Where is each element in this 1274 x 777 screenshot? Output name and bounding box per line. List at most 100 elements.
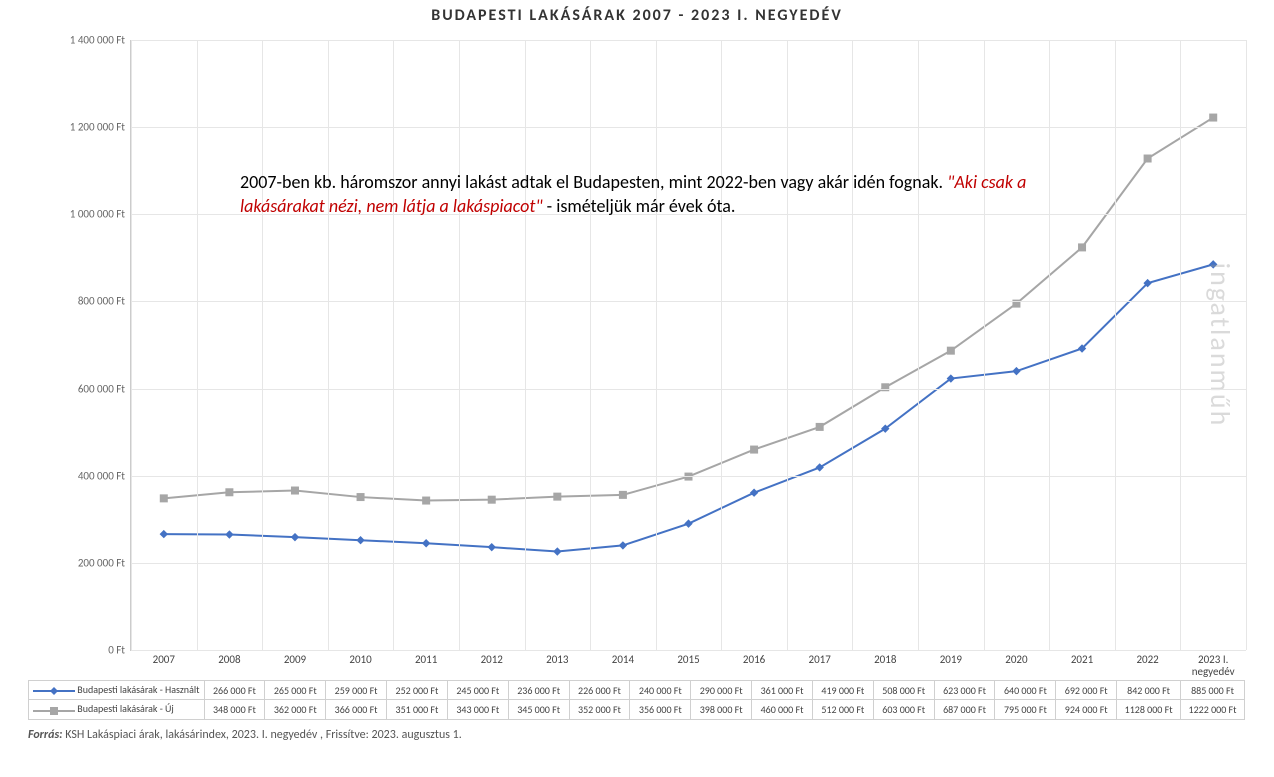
- chart-lines: [131, 40, 1246, 650]
- y-tick-label: 1 000 000 Ft: [70, 208, 131, 221]
- series-marker: [291, 534, 298, 541]
- table-cell: 623 000 Ft: [934, 681, 995, 700]
- table-cell: 842 000 Ft: [1117, 681, 1181, 700]
- series-marker: [554, 493, 561, 500]
- x-tick-label: 2020: [986, 650, 1046, 666]
- y-tick-label: 1 400 000 Ft: [70, 34, 131, 47]
- table-cell: 692 000 Ft: [1056, 681, 1117, 700]
- series-marker: [1210, 114, 1217, 121]
- y-tick-label: 600 000 Ft: [78, 382, 131, 395]
- table-cell: 795 000 Ft: [995, 700, 1056, 719]
- annotation-before: 2007-ben kb. háromszor annyi lakást adta…: [240, 171, 947, 193]
- gridline-horizontal: [131, 127, 1246, 128]
- series-marker: [751, 446, 758, 453]
- x-tick-label: 2009: [265, 650, 325, 666]
- series-marker: [357, 537, 364, 544]
- table-cell: 226 000 Ft: [569, 681, 630, 700]
- x-tick-label: 2023 I. negyedév: [1183, 650, 1243, 678]
- gridline-vertical: [131, 40, 132, 650]
- x-tick-label: 2011: [396, 650, 456, 666]
- x-tick-label: 2007: [134, 650, 194, 666]
- table-cell: 640 000 Ft: [995, 681, 1056, 700]
- table-cell: 885 000 Ft: [1181, 681, 1245, 700]
- series-marker: [619, 491, 626, 498]
- table-cell: 460 000 Ft: [752, 700, 813, 719]
- table-cell: 240 000 Ft: [630, 681, 691, 700]
- series-line: [164, 264, 1213, 551]
- table-cell: 343 000 Ft: [447, 700, 508, 719]
- table-cell: 356 000 Ft: [630, 700, 691, 719]
- x-tick-label: 2008: [199, 650, 259, 666]
- y-tick-label: 400 000 Ft: [78, 469, 131, 482]
- gridline-vertical: [590, 40, 591, 650]
- gridline-vertical: [262, 40, 263, 650]
- gridline-vertical: [1049, 40, 1050, 650]
- gridline-vertical: [721, 40, 722, 650]
- x-tick-label: 2015: [659, 650, 719, 666]
- table-cell: 345 000 Ft: [508, 700, 569, 719]
- series-marker: [882, 384, 889, 391]
- gridline-vertical: [1180, 40, 1181, 650]
- gridline-horizontal: [131, 40, 1246, 41]
- x-tick-label: 2017: [790, 650, 850, 666]
- series-marker: [160, 531, 167, 538]
- table-cell: 366 000 Ft: [326, 700, 387, 719]
- table-cell: 352 000 Ft: [569, 700, 630, 719]
- table-cell: 351 000 Ft: [387, 700, 448, 719]
- table-cell: 259 000 Ft: [326, 681, 387, 700]
- table-row: Budapesti lakásárak - Használt266 000 Ft…: [29, 681, 1245, 700]
- series-marker: [488, 544, 495, 551]
- plot-area: ingatlanműh 0 Ft200 000 Ft400 000 Ft600 …: [130, 40, 1246, 651]
- series-marker: [226, 489, 233, 496]
- gridline-vertical: [328, 40, 329, 650]
- legend-cell: Budapesti lakásárak - Használt: [29, 681, 205, 700]
- gridline-horizontal: [131, 389, 1246, 390]
- gridline-horizontal: [131, 476, 1246, 477]
- table-cell: 1128 000 Ft: [1117, 700, 1181, 719]
- table-cell: 348 000 Ft: [204, 700, 265, 719]
- chart-annotation: 2007-ben kb. háromszor annyi lakást adta…: [240, 170, 1060, 219]
- table-cell: 687 000 Ft: [934, 700, 995, 719]
- gridline-horizontal: [131, 563, 1246, 564]
- chart-footer: Forrás: KSH Lakáspiaci árak, lakásárinde…: [28, 728, 462, 742]
- gridline-vertical: [918, 40, 919, 650]
- table-cell: 398 000 Ft: [691, 700, 752, 719]
- table-cell: 924 000 Ft: [1056, 700, 1117, 719]
- legend-swatch: [33, 684, 75, 698]
- gridline-vertical: [393, 40, 394, 650]
- series-marker: [751, 489, 758, 496]
- series-marker: [947, 347, 954, 354]
- x-tick-label: 2010: [331, 650, 391, 666]
- gridline-vertical: [984, 40, 985, 650]
- series-marker: [1013, 368, 1020, 375]
- series-marker: [160, 495, 167, 502]
- x-tick-label: 2012: [462, 650, 522, 666]
- series-name: Budapesti lakásárak - Használt: [77, 683, 199, 696]
- table-cell: 419 000 Ft: [812, 681, 873, 700]
- series-name: Budapesti lakásárak - Új: [77, 702, 174, 715]
- table-cell: 265 000 Ft: [265, 681, 326, 700]
- x-tick-label: 2013: [527, 650, 587, 666]
- annotation-after: - ismételjük már évek óta.: [543, 195, 736, 217]
- footer-text: KSH Lakáspiaci árak, lakásárindex, 2023.…: [62, 728, 461, 742]
- series-marker: [423, 497, 430, 504]
- gridline-vertical: [656, 40, 657, 650]
- series-marker: [554, 548, 561, 555]
- gridline-vertical: [787, 40, 788, 650]
- series-marker: [685, 520, 692, 527]
- gridline-horizontal: [131, 301, 1246, 302]
- table-cell: 236 000 Ft: [508, 681, 569, 700]
- chart-container: BUDAPESTI LAKÁSÁRAK 2007 - 2023 I. NEGYE…: [0, 0, 1274, 777]
- x-tick-label: 2016: [724, 650, 784, 666]
- series-marker: [357, 494, 364, 501]
- x-tick-label: 2019: [921, 650, 981, 666]
- chart-title: BUDAPESTI LAKÁSÁRAK 2007 - 2023 I. NEGYE…: [0, 0, 1274, 25]
- x-tick-label: 2014: [593, 650, 653, 666]
- table-cell: 603 000 Ft: [873, 700, 934, 719]
- gridline-vertical: [852, 40, 853, 650]
- table-cell: 508 000 Ft: [873, 681, 934, 700]
- series-marker: [1079, 244, 1086, 251]
- data-table: Budapesti lakásárak - Használt266 000 Ft…: [28, 680, 1245, 720]
- y-tick-label: 0 Ft: [108, 644, 131, 657]
- table-cell: 290 000 Ft: [691, 681, 752, 700]
